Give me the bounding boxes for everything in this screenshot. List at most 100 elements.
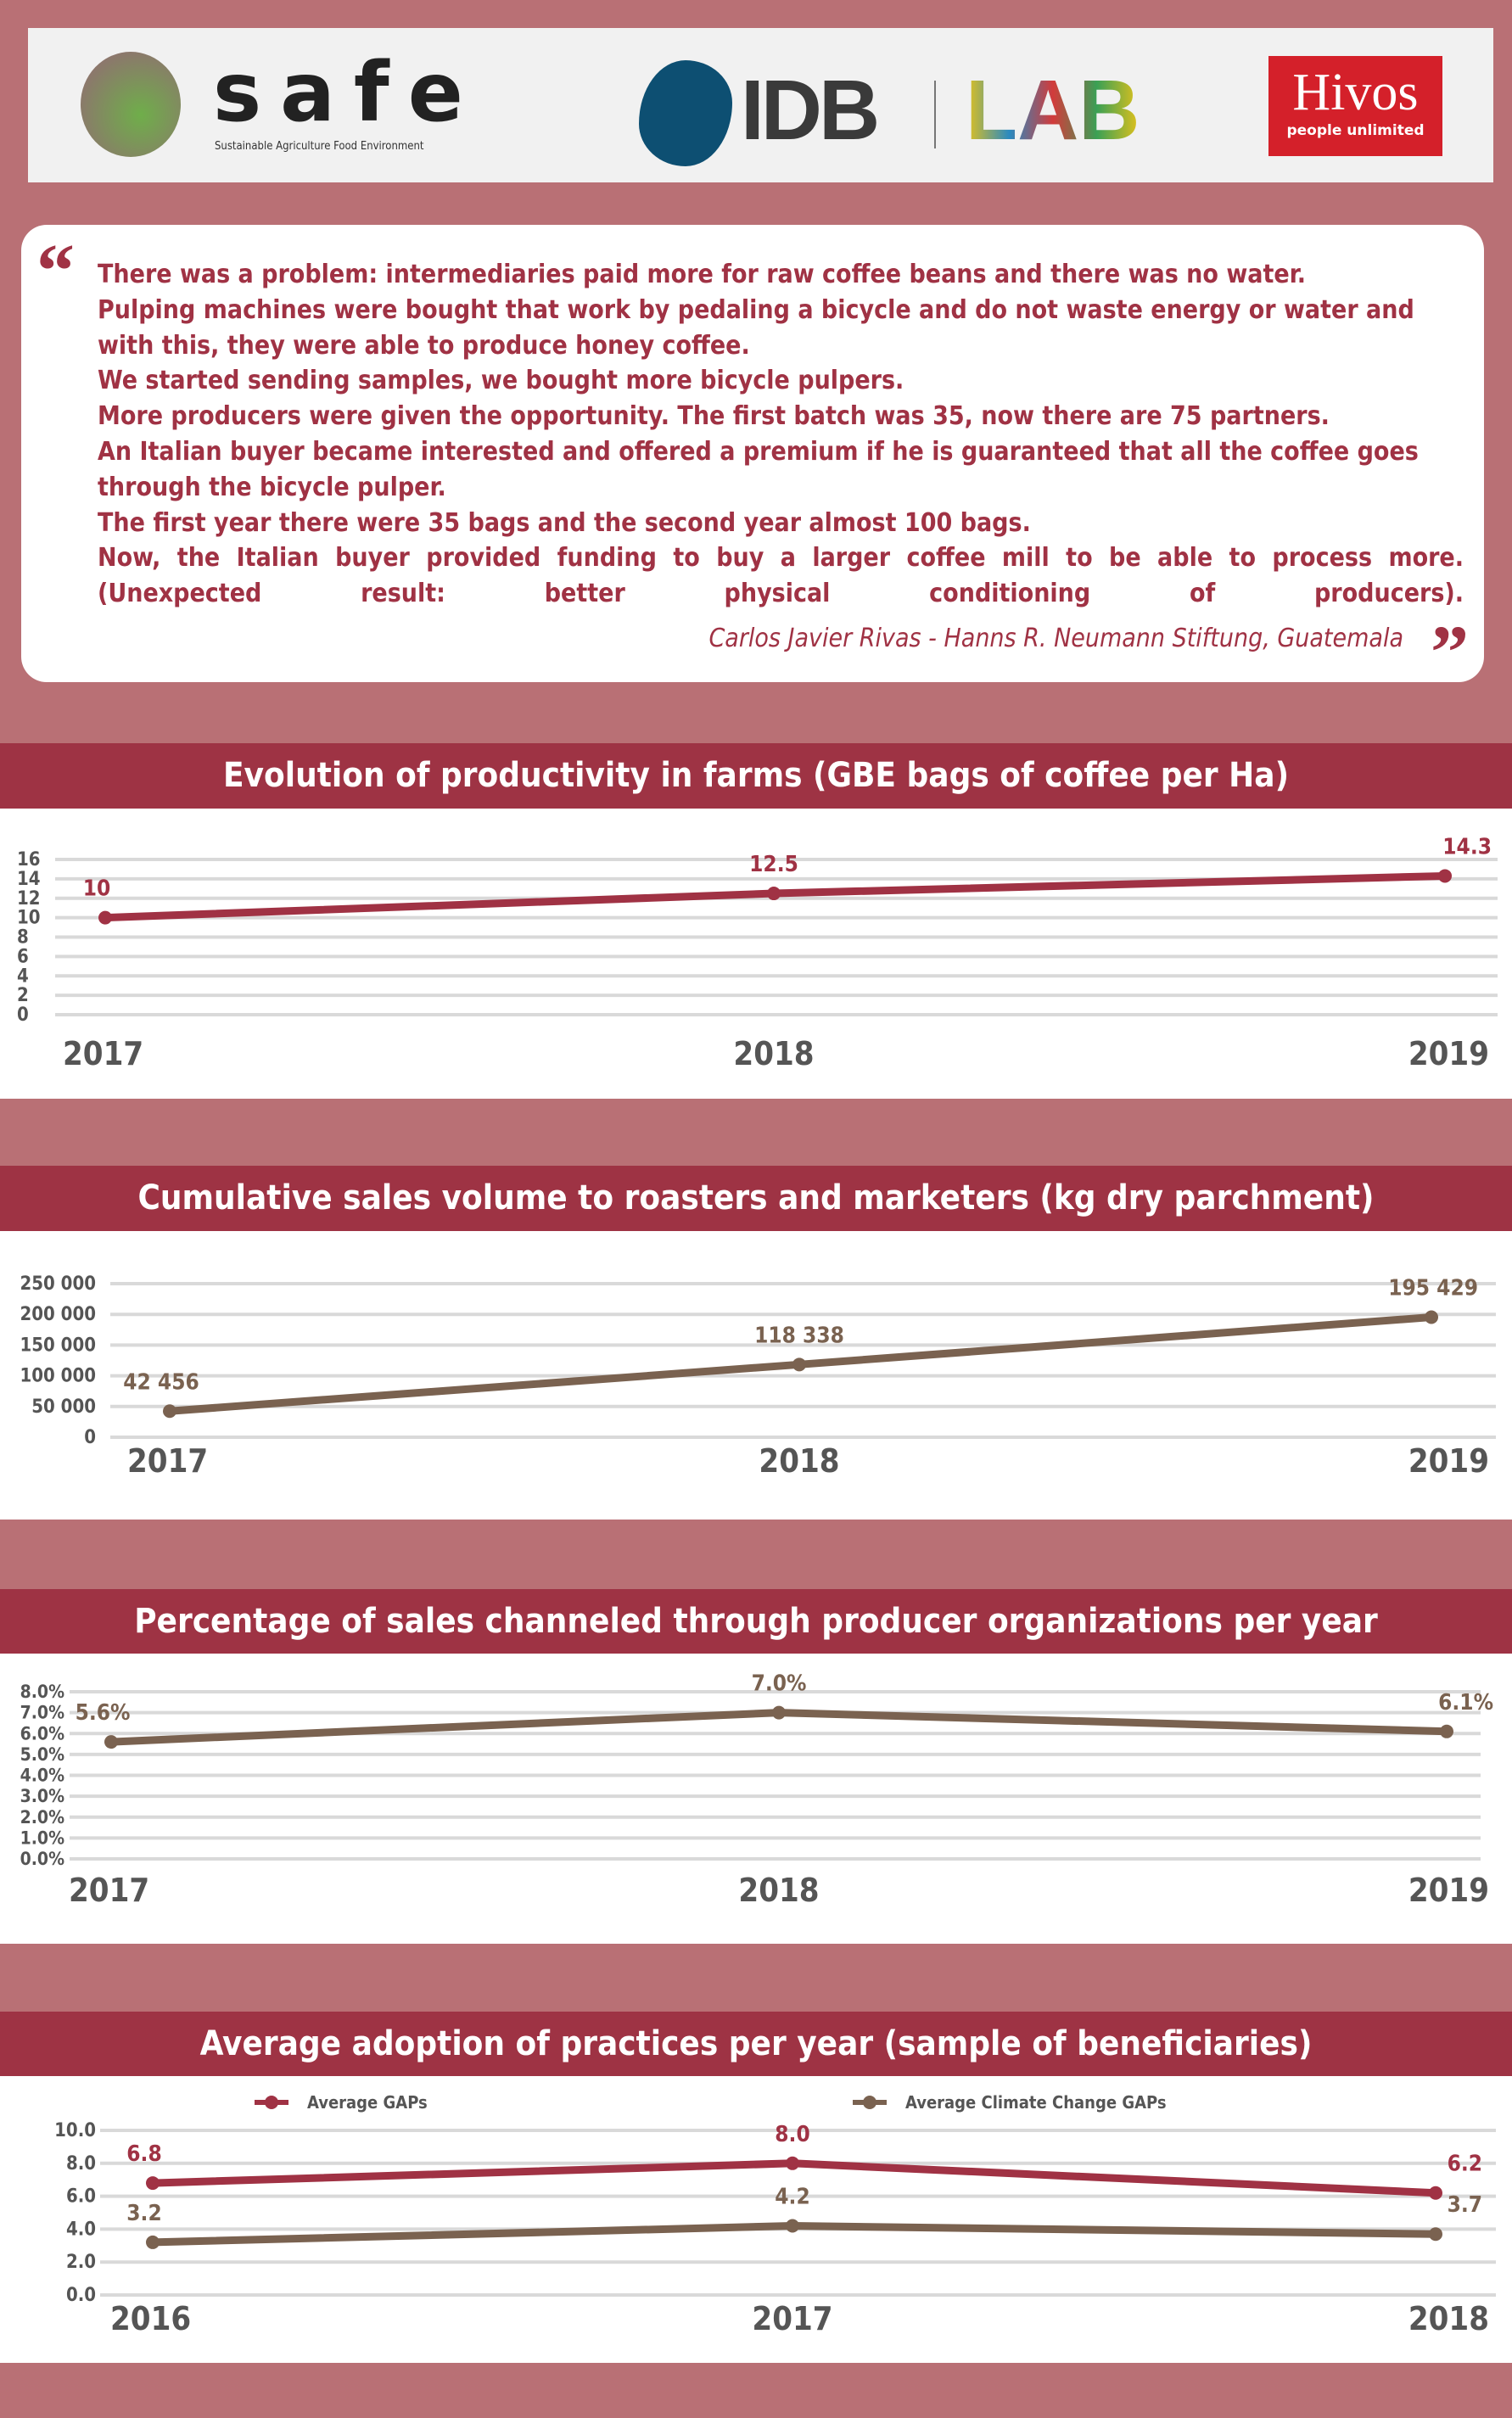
y-tick-label: 5.0% — [20, 1744, 64, 1765]
hivos-logo-text: Hivos — [1292, 64, 1419, 121]
data-point — [1425, 1310, 1438, 1324]
data-label: 6.2 — [1448, 2152, 1482, 2177]
y-tick-label: 4 — [17, 966, 29, 987]
lab-logo-text: LAB — [966, 63, 1140, 158]
y-tick-label: 6 — [17, 946, 29, 967]
data-label: 4.2 — [775, 2185, 809, 2210]
y-tick-label: 2.0% — [20, 1807, 64, 1827]
chart-panel-sales-volume: 0 50 000 100 000 150 000 200 000 250 000 2017 2… — [0, 1231, 1512, 1520]
quote-line: We started sending samples, we bought mo… — [98, 366, 904, 396]
chart-panel-sales-percentage: 0.0% 1.0% 2.0% 3.0% 4.0% 5.0% 6.0% 7.0% 8.0% 2017… — [0, 1654, 1512, 1944]
data-point — [1429, 2227, 1442, 2242]
logo-divider — [934, 81, 936, 148]
data-label: 5.6% — [76, 1700, 131, 1726]
safe-logo-subtitle: Sustainable Agriculture Food Environment — [215, 140, 424, 153]
y-tick-label: 0 — [17, 1005, 29, 1026]
x-tick-label: 2019 — [1408, 1035, 1489, 1072]
legend-marker-icon — [265, 2096, 278, 2109]
data-point — [792, 1357, 806, 1372]
y-tick-label: 7.0% — [20, 1703, 64, 1723]
idb-map-logo-icon — [639, 60, 732, 166]
y-tick-label: 4.0% — [20, 1766, 64, 1786]
x-tick-label: 2018 — [759, 1442, 839, 1480]
data-point — [1440, 1724, 1453, 1738]
data-label: 8.0 — [775, 2122, 809, 2147]
sales-volume-line-chart: 0 50 000 100 000 150 000 200 000 250 000 2017 2… — [20, 1273, 1496, 1480]
y-tick-label: 1.0% — [20, 1827, 64, 1848]
open-quote-icon: “ — [36, 229, 75, 313]
x-tick-label: 2017 — [127, 1442, 208, 1480]
idb-logo-text: IDB — [741, 63, 880, 158]
chart-panel-productivity: 0 2 4 6 8 10 12 14 16 2017 2018 2019 10 12.5 14.3 — [0, 809, 1512, 1099]
x-tick-label: 2017 — [752, 2300, 832, 2337]
y-tick-label: 6.0% — [20, 1723, 64, 1744]
y-tick-label: 50 000 — [31, 1397, 96, 1418]
x-tick-label: 2017 — [63, 1035, 143, 1072]
data-point — [786, 2219, 799, 2233]
safe-globe-logo — [81, 52, 181, 157]
y-tick-label: 150 000 — [20, 1335, 96, 1356]
y-tick-label: 16 — [17, 849, 41, 870]
data-label: 14.3 — [1442, 834, 1492, 859]
chart-panel-practices-adoption: 0.0 2.0 4.0 6.0 8.0 10.0 2016 2017 2018 6.8 8.0 6.2… — [0, 2076, 1512, 2363]
data-point — [98, 910, 112, 925]
y-tick-label: 8.0 — [66, 2153, 96, 2175]
legend-label: Average Climate Change GAPs — [905, 2092, 1167, 2113]
chart-title-sales-percentage: Percentage of sales channeled through pr… — [0, 1589, 1512, 1654]
close-quote-icon: ” — [1431, 611, 1469, 695]
x-tick-label: 2017 — [69, 1872, 149, 1909]
y-tick-label: 2.0 — [66, 2252, 96, 2273]
y-tick-label: 2 — [17, 985, 29, 1006]
chart-title-productivity: Evolution of productivity in farms (GBE … — [0, 743, 1512, 809]
quote-line: An Italian buyer became interested and o… — [98, 436, 1419, 502]
quote-line: There was a problem: intermediaries paid… — [98, 260, 1306, 289]
x-tick-label: 2018 — [1408, 2300, 1489, 2337]
hivos-tagline: people unlimited — [1286, 122, 1425, 139]
y-tick-label: 14 — [17, 869, 41, 890]
y-tick-label: 6.0 — [66, 2186, 96, 2208]
legend-label: Average GAPs — [307, 2092, 428, 2113]
x-tick-label: 2019 — [1408, 1442, 1489, 1480]
practices-adoption-line-chart: 0.0 2.0 4.0 6.0 8.0 10.0 2016 2017 2018 6.8 8.0 6.2… — [54, 2092, 1496, 2337]
y-tick-label: 10.0 — [54, 2120, 96, 2141]
y-tick-label: 250 000 — [20, 1273, 96, 1295]
data-label: 6.8 — [126, 2141, 161, 2167]
quote-line: The first year there were 35 bags and th… — [98, 507, 1031, 538]
y-tick-label: 0 — [84, 1427, 96, 1448]
y-tick-label: 8.0% — [20, 1682, 64, 1702]
data-label: 118 338 — [754, 1323, 844, 1348]
quote-author: Carlos Javier Rivas - Hanns R. Neumann S… — [708, 624, 1403, 653]
data-label: 195 429 — [1388, 1276, 1478, 1301]
y-tick-label: 3.0% — [20, 1786, 64, 1806]
y-tick-label: 10 — [17, 908, 41, 929]
data-label: 12.5 — [749, 852, 798, 877]
data-point — [1438, 869, 1452, 883]
quote-line: Now, the Italian buyer provided funding … — [98, 543, 1464, 609]
chart-title-sales-volume: Cumulative sales volume to roasters and … — [0, 1166, 1512, 1231]
x-tick-label: 2018 — [733, 1035, 814, 1072]
testimonial-quote-box: “ There was a problem: intermediaries pa… — [21, 225, 1484, 691]
legend-marker-icon — [863, 2096, 876, 2109]
sales-percentage-line-chart: 0.0%1.0%2.0%3.0%4.0%5.0%6.0%7.0%8.0%2017… — [20, 1671, 1493, 1909]
data-point — [786, 2156, 799, 2170]
partner-logos-banner: safe Sustainable Agriculture Food Enviro… — [28, 28, 1493, 182]
data-point — [163, 1404, 176, 1419]
y-tick-label: 0.0 — [66, 2285, 96, 2306]
quote-text: There was a problem: intermediaries paid… — [98, 257, 1464, 612]
y-tick-label: 0.0% — [20, 1849, 64, 1869]
data-label: 10 — [83, 876, 111, 902]
y-tick-label: 8 — [17, 927, 29, 949]
hivos-logo: Hivos people unlimited — [1268, 56, 1442, 156]
data-point — [1429, 2186, 1442, 2200]
y-tick-label: 200 000 — [20, 1304, 96, 1325]
chart-title-practices-adoption: Average adoption of practices per year (… — [0, 2012, 1512, 2077]
data-label: 3.7 — [1448, 2192, 1482, 2218]
x-tick-label: 2018 — [738, 1872, 819, 1909]
x-tick-label: 2016 — [110, 2300, 191, 2337]
data-point — [104, 1735, 118, 1749]
data-point — [772, 1705, 786, 1720]
data-label: 7.0% — [752, 1671, 807, 1697]
data-point — [146, 2176, 160, 2191]
quote-line: Pulping machines were bought that work b… — [98, 294, 1414, 361]
